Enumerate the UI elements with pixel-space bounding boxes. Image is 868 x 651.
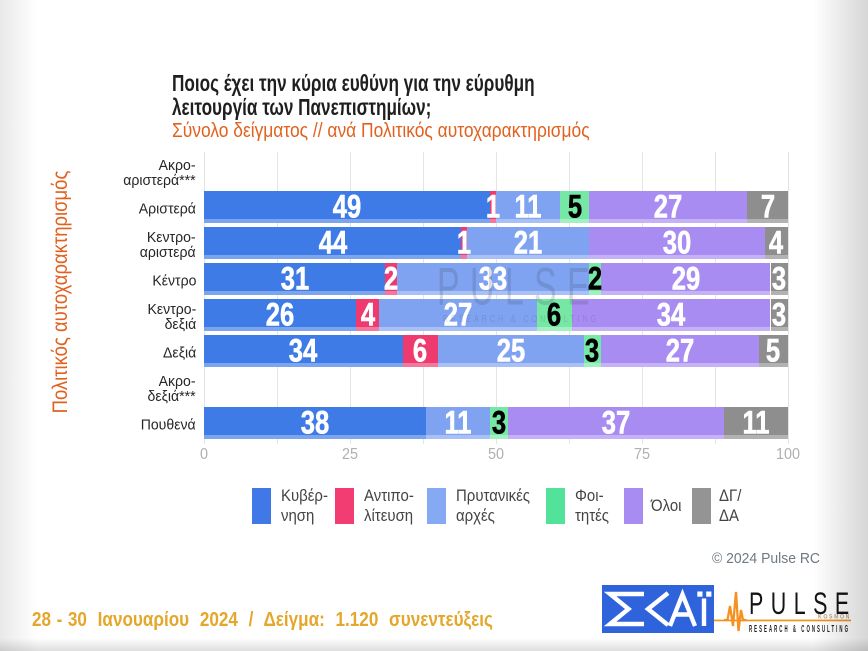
svg-text:PULSE: PULSE <box>749 586 857 621</box>
svg-text:RESEARCH & CONSULTING: RESEARCH & CONSULTING <box>749 623 850 635</box>
svg-text:RESEARCH & CONSULTING: RESEARCH & CONSULTING <box>443 314 599 325</box>
svg-text:PULSE: PULSE <box>437 267 600 317</box>
svg-text:KOSMON: KOSMON <box>818 614 851 621</box>
